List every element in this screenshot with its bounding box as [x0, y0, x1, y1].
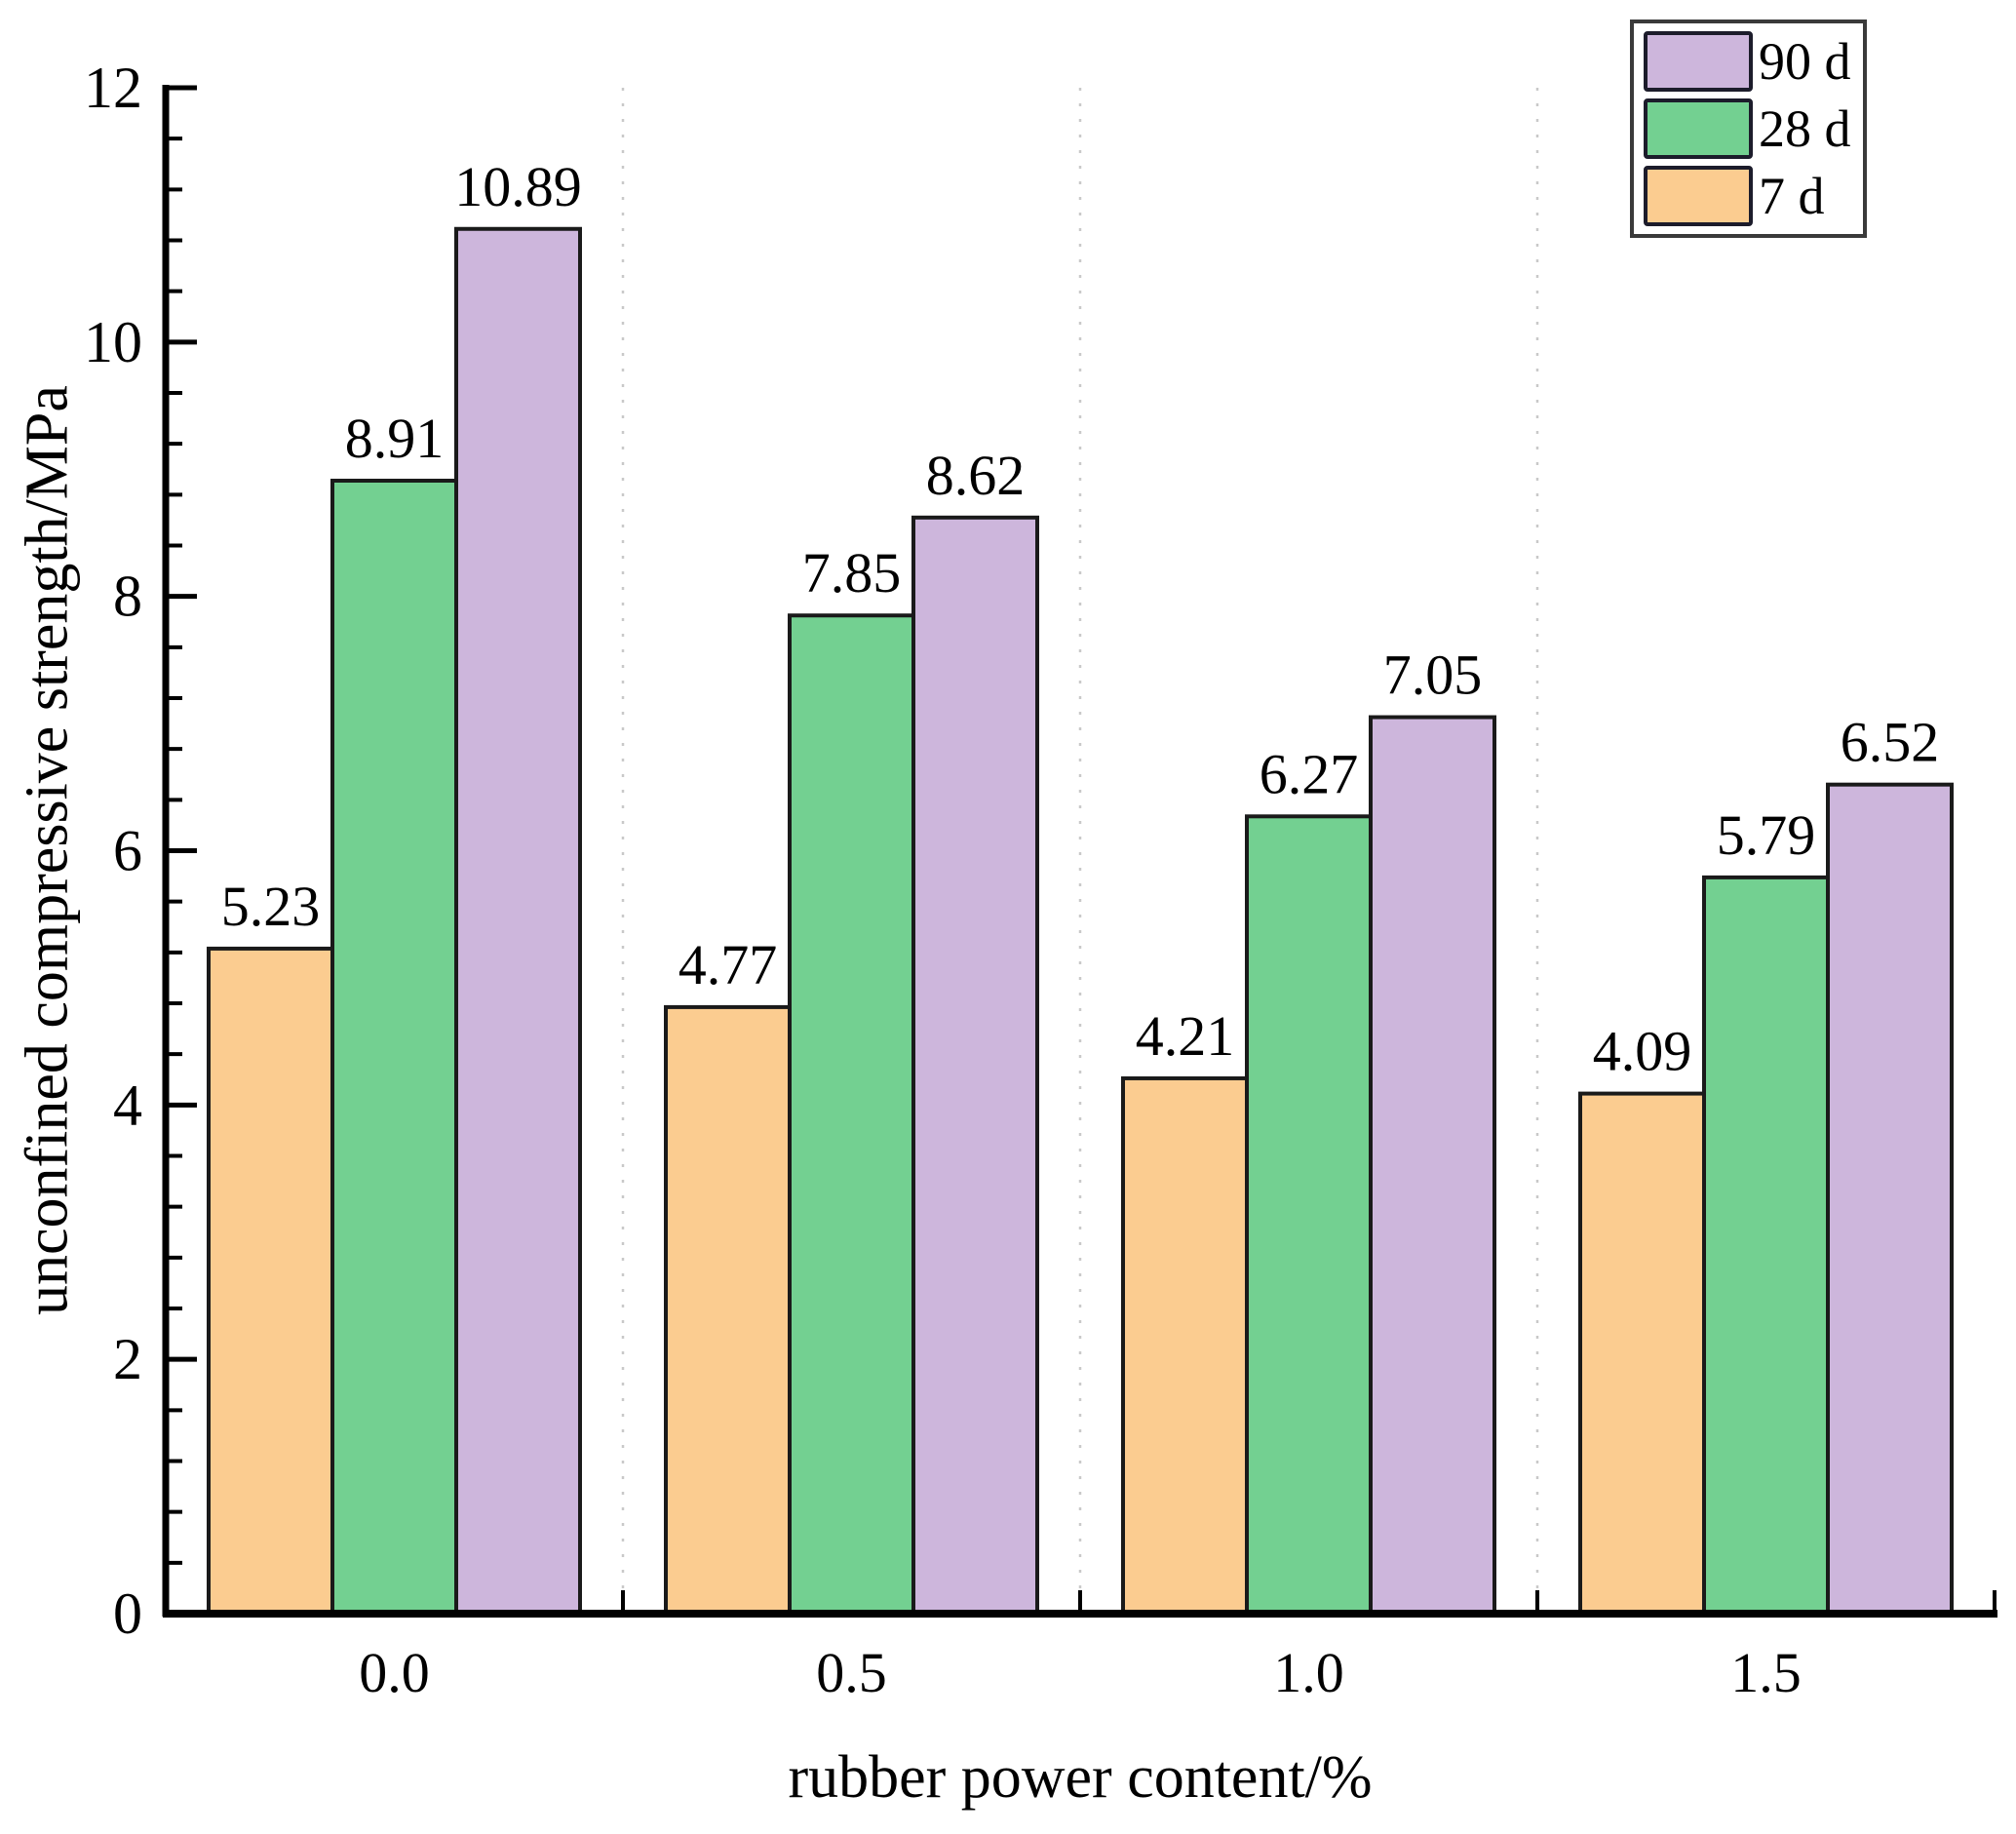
- x-tick-label: 1.0: [1273, 1641, 1344, 1704]
- y-axis-title: unconfined compressive strength/MPa: [14, 385, 81, 1316]
- bar-90d-0.0: [454, 226, 582, 1617]
- x-axis-title: rubber power content/%: [788, 1744, 1373, 1811]
- legend-entry: 90 d: [1644, 31, 1851, 92]
- legend-swatch: [1644, 98, 1753, 159]
- legend-label: 28 d: [1759, 99, 1851, 158]
- y-tick-label: 12: [84, 56, 142, 120]
- bar-value-label: 7.85: [802, 541, 902, 605]
- bar-7d-1.5: [1578, 1091, 1706, 1616]
- bar-value-label: 6.27: [1260, 742, 1359, 805]
- x-tick-label: 1.5: [1730, 1641, 1802, 1704]
- bar-28d-1.0: [1245, 814, 1373, 1616]
- bar-28d-0.0: [330, 478, 458, 1616]
- x-tick-label: 0.0: [359, 1641, 430, 1704]
- y-tick-label: 2: [113, 1327, 142, 1391]
- bar-value-label: 5.79: [1717, 803, 1816, 867]
- bar-value-label: 8.91: [345, 407, 445, 470]
- bar-value-label: 4.09: [1593, 1020, 1692, 1083]
- y-tick-label: 4: [113, 1073, 142, 1137]
- bar-value-label: 7.05: [1383, 644, 1483, 707]
- x-tick-label: 0.5: [816, 1641, 887, 1704]
- bar-value-label: 8.62: [926, 444, 1026, 507]
- legend-label: 7 d: [1759, 167, 1825, 225]
- bar-28d-1.5: [1702, 875, 1830, 1616]
- bar-28d-0.5: [788, 613, 915, 1616]
- bar-value-label: 4.21: [1136, 1004, 1235, 1068]
- bar-7d-0.0: [207, 946, 334, 1616]
- legend-swatch: [1644, 166, 1753, 226]
- legend-entry: 28 d: [1644, 98, 1851, 159]
- y-tick-label: 10: [84, 310, 142, 374]
- bar-value-label: 5.23: [221, 875, 321, 938]
- y-tick-label: 6: [113, 819, 142, 883]
- bar-value-label: 10.89: [454, 155, 582, 218]
- bar-90d-1.0: [1369, 715, 1496, 1616]
- bar-7d-0.5: [664, 1004, 792, 1616]
- bar-value-label: 6.52: [1841, 711, 1940, 774]
- legend: 90 d 28 d 7 d: [1630, 20, 1867, 238]
- legend-swatch: [1644, 31, 1753, 92]
- legend-label: 90 d: [1759, 32, 1851, 91]
- bar-90d-0.5: [911, 515, 1039, 1616]
- bar-value-label: 4.77: [678, 933, 778, 996]
- bar-7d-1.0: [1121, 1075, 1249, 1616]
- bar-90d-1.5: [1826, 782, 1954, 1616]
- y-tick-label: 8: [113, 565, 142, 629]
- y-tick-label: 0: [113, 1581, 142, 1646]
- legend-entry: 7 d: [1644, 166, 1851, 226]
